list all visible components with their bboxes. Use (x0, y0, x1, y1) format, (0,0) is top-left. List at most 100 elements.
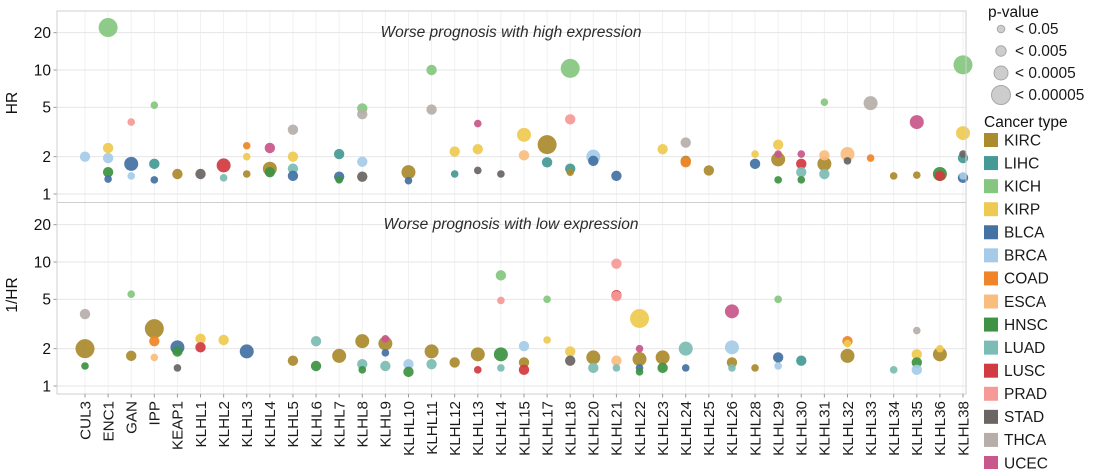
data-point-klhl8-kirc[interactable] (355, 334, 370, 349)
data-point-klhl10-blca[interactable] (404, 176, 413, 185)
legend-pvalue-item[interactable]: < 0.005 (995, 43, 1067, 60)
data-point-klhl3-coad[interactable] (242, 141, 251, 150)
legend-cancer-item-luad[interactable]: LUAD (984, 340, 1045, 357)
data-point-klhl2-lusc[interactable] (216, 158, 231, 173)
data-point-enc1-brca[interactable] (102, 152, 114, 164)
data-point-klhl34-kirc[interactable] (889, 172, 898, 180)
legend-cancer-item-kich[interactable]: KICH (984, 178, 1041, 195)
data-point-klhl2-kirp[interactable] (218, 334, 229, 346)
data-point-klhl13-kirp[interactable] (472, 143, 483, 155)
data-point-keap1-hnsc[interactable] (172, 346, 183, 357)
data-point-klhl31-kirc[interactable] (817, 156, 832, 171)
data-point-klhl28-kirp[interactable] (751, 150, 759, 158)
data-point-klhl35-kirc[interactable] (912, 171, 921, 179)
data-point-klhl13-lusc[interactable] (473, 366, 482, 374)
data-point-klhl32-stad[interactable] (843, 157, 852, 165)
data-point-enc1-blca[interactable] (104, 175, 112, 183)
data-point-enc1-kich[interactable] (98, 18, 118, 38)
data-point-klhl23-hnsc[interactable] (657, 362, 668, 374)
data-point-klhl28-blca[interactable] (749, 158, 761, 170)
data-point-klhl9-luad[interactable] (380, 360, 391, 372)
data-point-klhl13-ucec[interactable] (473, 119, 482, 128)
legend-cancer-item-kirc[interactable]: KIRC (984, 132, 1041, 149)
data-point-klhl24-blca[interactable] (681, 364, 690, 372)
data-point-klhl5-luad[interactable] (287, 163, 299, 174)
data-point-klhl35-hnsc[interactable] (911, 357, 922, 368)
data-point-klhl22-kirp[interactable] (630, 309, 650, 329)
data-point-klhl3-kirc[interactable] (242, 170, 251, 178)
data-point-gan-kich[interactable] (127, 290, 136, 298)
data-point-klhl6-luad[interactable] (310, 335, 322, 347)
data-point-klhl23-kirc[interactable] (655, 350, 670, 365)
data-point-klhl26-kirc[interactable] (726, 357, 738, 368)
data-point-klhl17-kich[interactable] (543, 295, 551, 304)
data-point-klhl33-thca[interactable] (863, 96, 878, 111)
data-point-gan-blca[interactable] (124, 156, 139, 171)
data-point-klhl5-kirc[interactable] (287, 355, 299, 366)
data-point-klhl10-hnsc[interactable] (403, 366, 414, 378)
data-point-klhl38-brca[interactable] (959, 172, 967, 180)
data-point-klhl30-ucec[interactable] (797, 150, 806, 158)
data-point-ipp-blca[interactable] (150, 176, 159, 184)
data-point-klhl15-brca[interactable] (518, 340, 530, 352)
data-point-klhl14-luad[interactable] (497, 364, 505, 372)
data-point-klhl4-ucec[interactable] (264, 142, 276, 154)
data-point-klhl38-kirp[interactable] (956, 126, 970, 141)
data-point-gan-brca[interactable] (127, 172, 136, 180)
data-point-klhl17-kirc[interactable] (537, 135, 557, 155)
data-point-cul3-thca[interactable] (79, 308, 91, 320)
legend-pvalue-item[interactable]: < 0.00005 (991, 85, 1085, 105)
data-point-klhl32-kirp[interactable] (843, 339, 852, 348)
data-point-klhl8-luad[interactable] (357, 358, 368, 370)
data-point-klhl29-kich[interactable] (774, 295, 782, 304)
data-point-klhl30-lusc[interactable] (796, 158, 807, 170)
data-point-klhl5-thca[interactable] (287, 124, 299, 135)
legend-cancer-item-ucec[interactable]: UCEC (984, 455, 1048, 469)
data-point-klhl29-kirc[interactable] (771, 152, 786, 167)
data-point-klhl10-kirc[interactable] (401, 165, 416, 180)
data-point-klhl6-hnsc[interactable] (310, 360, 322, 372)
data-point-keap1-kirc[interactable] (172, 168, 183, 180)
data-point-ipp-lihc[interactable] (149, 158, 160, 170)
data-point-klhl31-esca[interactable] (819, 150, 830, 161)
legend-cancer-item-prad[interactable]: PRAD (984, 386, 1047, 403)
data-point-klhl1-stad[interactable] (195, 168, 206, 180)
data-point-klhl8-thca[interactable] (357, 109, 368, 120)
legend-cancer-item-hnsc[interactable]: HNSC (984, 317, 1048, 334)
data-point-klhl11-kirc[interactable] (424, 344, 439, 359)
data-point-klhl33-coad[interactable] (866, 154, 875, 162)
data-point-klhl10-brca[interactable] (403, 358, 414, 370)
data-point-klhl18-kirp[interactable] (565, 346, 576, 357)
legend-cancer-item-thca[interactable]: THCA (984, 432, 1047, 449)
data-point-gan-kirc[interactable] (126, 350, 137, 362)
data-point-keap1-stad[interactable] (173, 364, 182, 372)
data-point-klhl26-luad[interactable] (728, 364, 736, 372)
data-point-cul3-kirc[interactable] (75, 339, 95, 359)
data-point-klhl30-hnsc[interactable] (797, 176, 806, 184)
data-point-klhl20-kirc[interactable] (586, 350, 601, 365)
data-point-klhl29-kirp[interactable] (772, 139, 784, 150)
data-point-klhl22-hnsc[interactable] (635, 368, 644, 376)
data-point-klhl2-luad[interactable] (219, 174, 228, 182)
data-point-klhl29-brca[interactable] (774, 362, 782, 370)
data-point-klhl5-blca[interactable] (287, 170, 299, 182)
legend-cancer-item-kirp[interactable]: KIRP (984, 202, 1040, 219)
data-point-klhl30-luad[interactable] (796, 166, 807, 178)
data-point-klhl8-stad[interactable] (357, 171, 368, 182)
data-point-klhl9-ucec[interactable] (381, 335, 390, 343)
data-point-klhl35-ucec[interactable] (909, 115, 924, 130)
data-point-klhl18-kich[interactable] (560, 58, 580, 78)
data-point-klhl22-ucec[interactable] (635, 344, 644, 353)
data-point-klhl31-luad[interactable] (819, 168, 830, 180)
legend-pvalue-item[interactable]: < 0.0005 (993, 65, 1076, 82)
data-point-klhl12-kirp[interactable] (449, 146, 460, 157)
legend-cancer-item-coad[interactable]: COAD (984, 271, 1049, 288)
legend-cancer-item-lusc[interactable]: LUSC (984, 363, 1045, 380)
data-point-klhl15-kirp[interactable] (517, 127, 531, 142)
data-point-klhl8-hnsc[interactable] (358, 366, 367, 374)
legend-cancer-item-stad[interactable]: STAD (984, 409, 1044, 426)
legend-cancer-item-lihc[interactable]: LIHC (984, 155, 1039, 172)
data-point-klhl7-hnsc[interactable] (335, 176, 343, 184)
data-point-klhl38-stad[interactable] (959, 150, 967, 158)
data-point-ipp-kich[interactable] (150, 101, 159, 110)
